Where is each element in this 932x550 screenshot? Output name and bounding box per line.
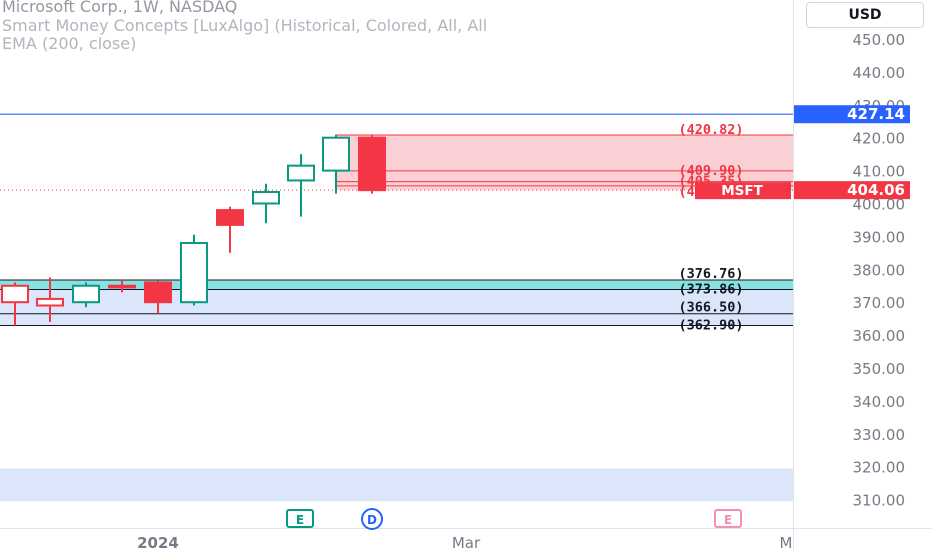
candle-body[interactable] [287, 164, 315, 182]
y-tick-label: 350.00 [853, 360, 906, 378]
candle-body[interactable] [180, 241, 208, 304]
lower-demand-zone [0, 468, 793, 502]
symbol-title: Microsoft Corp., 1W, NASDAQ [2, 0, 238, 16]
y-tick-label: 420.00 [853, 130, 906, 148]
indicator-legend[interactable]: Smart Money Concepts [LuxAlgo] (Historic… [2, 16, 488, 35]
blue-line-price-tag-label: 427.14 [847, 105, 905, 123]
last-price-tag [794, 181, 910, 200]
label-demand-top: (376.76) [678, 266, 743, 282]
x-tick-label: 2024 [137, 534, 179, 550]
y-tick-label: 310.00 [853, 492, 906, 510]
label-supply-mid1: (409.90) [678, 163, 743, 179]
blue-line-price-tag [794, 105, 910, 124]
y-tick-label: 450.00 [853, 31, 906, 49]
label-level-b: (362.90) [678, 318, 743, 334]
y-tick-label: 390.00 [853, 228, 906, 246]
ema-legend[interactable]: EMA (200, close) [2, 34, 137, 53]
symbol-price-tag [695, 182, 791, 200]
x-tick-label: M [780, 534, 793, 550]
supply-zone [335, 135, 793, 191]
last-price-tag-label: 404.06 [847, 181, 905, 199]
label-level-a: (366.50) [678, 300, 743, 316]
earnings-marker[interactable] [286, 509, 314, 528]
y-tick-label: 320.00 [853, 459, 906, 477]
dividend-marker[interactable] [361, 508, 383, 530]
symbol-price-tag-label: MSFT [721, 183, 763, 199]
y-tick-label: 400.00 [853, 196, 906, 214]
x-tick-label: Mar [452, 534, 481, 550]
candle-body[interactable] [322, 136, 350, 172]
candle-body[interactable] [252, 190, 280, 205]
y-tick-label: 440.00 [853, 64, 906, 82]
candle-body[interactable] [144, 281, 172, 304]
currency-button[interactable]: USD [806, 2, 924, 28]
event-marker-label: D [367, 513, 377, 527]
label-supply-top: (420.82) [678, 122, 743, 138]
candle-body[interactable] [108, 284, 136, 289]
earnings-marker[interactable] [714, 509, 742, 528]
candle-body[interactable] [216, 209, 244, 226]
event-marker-label: E [724, 513, 732, 527]
candle-body[interactable] [358, 136, 386, 192]
candle-body[interactable] [72, 284, 100, 304]
y-tick-label: 380.00 [853, 261, 906, 279]
y-tick-label: 410.00 [853, 163, 906, 181]
label-demand-bottom: (373.86) [678, 282, 743, 298]
y-tick-label: 340.00 [853, 393, 906, 411]
event-marker-label: E [296, 513, 304, 527]
order-block-zone [0, 279, 793, 290]
y-tick-label: 330.00 [853, 426, 906, 444]
candle-body[interactable] [36, 297, 64, 307]
y-tick-label: 370.00 [853, 294, 906, 312]
y-tick-label: 360.00 [853, 327, 906, 345]
candle-body[interactable] [1, 284, 29, 304]
